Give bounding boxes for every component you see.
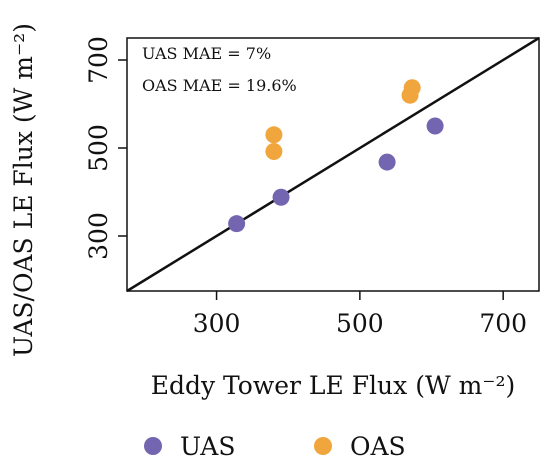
x-axis-ticks: 300 500 700 — [193, 291, 527, 338]
x-tick-label: 300 — [193, 309, 241, 338]
y-tick-label: 500 — [84, 124, 113, 172]
legend: UAS OAS — [144, 432, 406, 461]
y-axis-ticks: 300 500 700 — [84, 36, 127, 260]
one-to-one-line — [126, 36, 540, 293]
data-point-oas — [401, 86, 419, 104]
y-tick-label: 700 — [84, 36, 113, 84]
data-point-uas — [426, 117, 444, 135]
data-point-uas — [228, 215, 246, 233]
data-point-uas — [378, 153, 396, 171]
legend-label-uas: UAS — [180, 432, 235, 461]
x-tick-label: 500 — [336, 309, 384, 338]
data-point-oas — [265, 126, 283, 144]
legend-marker-uas — [144, 437, 162, 455]
annotation-oas-mae: OAS MAE = 19.6% — [142, 76, 297, 95]
y-tick-label: 300 — [84, 212, 113, 260]
annotation-uas-mae: UAS MAE = 7% — [142, 44, 271, 63]
plot-frame — [126, 37, 540, 292]
data-point-uas — [272, 188, 290, 206]
y-axis-label: UAS/OAS LE Flux (W m⁻²) — [9, 23, 38, 357]
x-tick-label: 700 — [479, 309, 527, 338]
x-axis-label: Eddy Tower LE Flux (W m⁻²) — [151, 371, 516, 400]
legend-label-oas: OAS — [350, 432, 406, 461]
data-points — [228, 79, 444, 233]
legend-marker-oas — [314, 437, 332, 455]
data-point-oas — [265, 143, 283, 161]
